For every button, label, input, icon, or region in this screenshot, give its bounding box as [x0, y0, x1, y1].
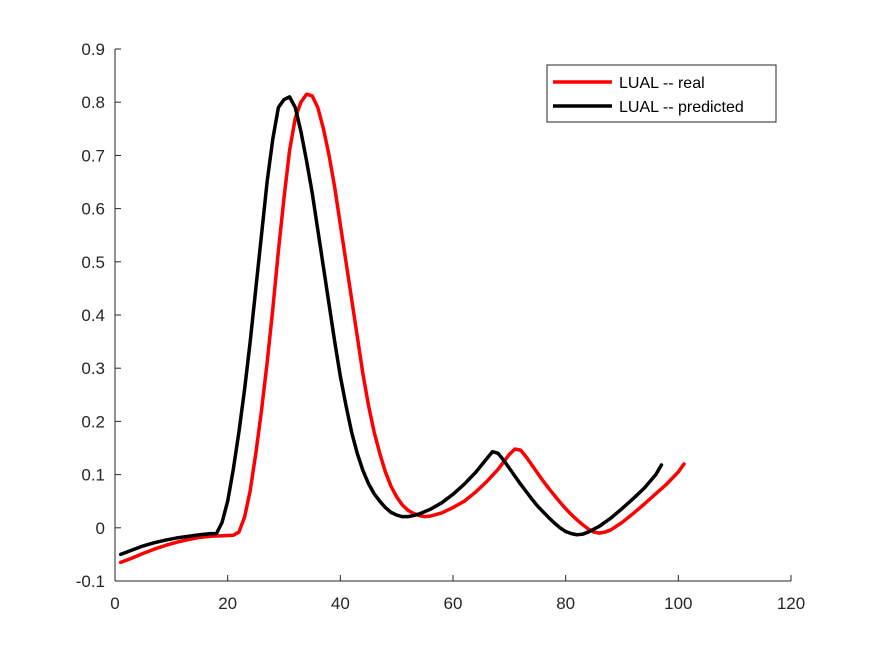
y-tick-label: 0.8	[81, 93, 105, 112]
y-tick-label: 0.9	[81, 40, 105, 59]
x-tick-label: 20	[218, 594, 237, 613]
legend-box	[546, 64, 777, 123]
y-tick-label: 0.4	[81, 306, 105, 325]
x-tick-label: 60	[444, 594, 463, 613]
y-tick-label: -0.1	[76, 572, 105, 591]
y-tick-label: 0.2	[81, 412, 105, 431]
x-tick-label: 40	[331, 594, 350, 613]
y-tick-label: 0.5	[81, 253, 105, 272]
series-line-real	[118, 92, 686, 565]
x-ticks: 0 20 40 60 80 100 120	[110, 575, 805, 613]
x-tick-label: 0	[110, 594, 119, 613]
x-tick-label: 120	[777, 594, 805, 613]
y-tick-label: 0	[96, 519, 105, 538]
y-tick-label: 0.3	[81, 359, 105, 378]
series-line-predicted	[118, 95, 664, 557]
x-tick-label: 80	[556, 594, 575, 613]
y-tick-label: 0.7	[81, 146, 105, 165]
legend-label-predicted: LUAL -- predicted	[619, 99, 744, 116]
y-tick-label: 0.6	[81, 200, 105, 219]
x-tick-label: 100	[664, 594, 692, 613]
y-ticks: -0.1 0 0.1 0.2 0.3 0.4 0.5 0.6 0.7 0.8 0.9	[76, 40, 121, 591]
y-tick-label: 0.1	[81, 466, 105, 485]
plot-background	[115, 49, 791, 581]
legend-label-real: LUAL -- real	[619, 75, 705, 92]
legend: LUAL -- real LUAL -- predicted	[546, 64, 777, 123]
series-layer	[118, 92, 686, 565]
